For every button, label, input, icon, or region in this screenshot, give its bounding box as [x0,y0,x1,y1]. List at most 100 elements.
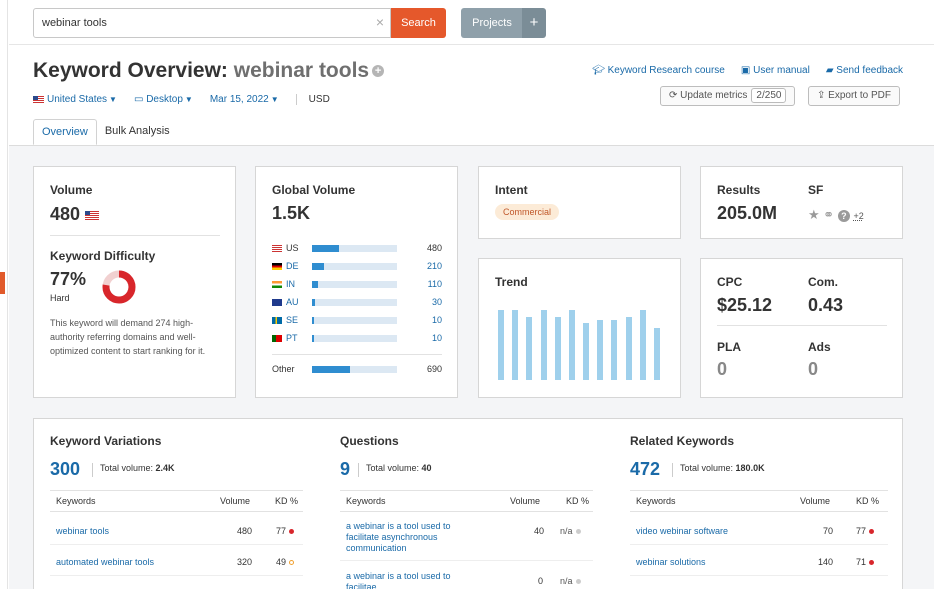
keyword-variations-section: Keyword Variations 300 Total volume: 2.4… [50,419,310,589]
date-selector[interactable]: Mar 15, 2022 ▼ [209,94,279,105]
com-label: Com. [808,275,838,289]
search-button[interactable]: Search [391,8,446,38]
country-volume[interactable]: 110 [427,279,442,289]
country-volume[interactable]: 10 [431,315,442,325]
trend-bar [639,310,646,380]
variations-total: Total volume: 2.4K [92,463,175,477]
country-volume[interactable]: 210 [426,261,442,271]
keyword-link[interactable]: automated webinar tools [56,557,155,567]
cpc-value: $25.12 [717,295,773,315]
kd-dot-icon [289,560,295,566]
device-selector[interactable]: ▭ Desktop ▼ [133,94,193,105]
sf-icons: ★ ⚭ ? +2 [808,207,864,223]
trend-bar [583,322,589,380]
questions-header: Keywords Volume KD % [340,490,593,512]
volume-label: Volume [50,183,93,197]
desktop-icon: ▭ [133,94,147,105]
question-icon: ? [837,210,850,222]
export-icon: ⇪ [817,90,829,101]
country-row-in: IN 110 [272,278,442,290]
pla-label: PLA [717,340,741,354]
country-code[interactable]: AU [286,297,299,307]
country-row-pt: PT 10 [272,332,442,344]
us-flag-icon [272,244,282,252]
country-volume[interactable]: 10 [431,333,442,343]
related-keywords-section: Related Keywords 472 Total volume: 180.0… [630,419,890,589]
kd-value: 77% [50,269,87,289]
trend-bar [611,319,618,380]
update-metrics-button[interactable]: ⟳ Update metrics 2/250 [660,86,796,106]
country-row-se: SE 10 [272,314,442,326]
au-flag-icon [272,298,282,306]
related-header: Keywords Volume KD % [630,490,888,512]
pt-flag-icon [272,334,282,342]
volume-value: 320 [237,557,253,567]
refresh-icon: ⟳ [669,90,681,101]
pla-value: 0 [717,359,728,379]
clear-icon[interactable]: × [375,14,384,30]
add-keyword-icon[interactable]: + [372,65,385,78]
country-code[interactable]: PT [286,333,298,343]
country-selector[interactable]: United States ▼ [33,94,117,105]
country-code[interactable]: SE [286,315,299,325]
variations-count[interactable]: 300 [50,459,81,479]
intent-card: Intent Commercial [478,166,681,239]
trend-bar [498,310,504,380]
ads-label: Ads [808,340,831,354]
questions-count[interactable]: 9 [340,459,351,479]
table-row: video webinar software 70 77 [630,515,888,545]
country-row-other: Other 690 [272,363,442,375]
volume-value: 480 [50,204,102,225]
left-sidebar-strip [0,0,8,589]
col-keywords: Keywords [346,496,386,506]
book-icon: ▣ [740,65,754,76]
tab-bulk-analysis[interactable]: Bulk Analysis [104,125,170,137]
sf-more[interactable]: +2 [853,211,864,221]
country-volume[interactable]: 30 [431,297,442,307]
update-counter: 2/250 [751,88,787,103]
tab-overview[interactable]: Overview [33,119,97,145]
trend-bar [526,317,533,380]
country-bar [312,298,397,306]
variations-title[interactable]: Keyword Variations [50,434,162,448]
kd-dot-icon [575,529,581,535]
projects-button[interactable]: Projects [461,8,523,38]
country-code[interactable]: DE [286,261,299,271]
trend-bar [597,319,604,380]
country-bar [312,280,397,288]
col-volume: Volume [220,496,251,506]
keyword-link[interactable]: webinar tools [56,526,110,536]
country-bar [312,334,397,342]
link-icon: ⚭ [823,207,835,222]
country-code[interactable]: IN [286,279,295,289]
search-box[interactable]: × [33,8,391,38]
volume-value: 0 [538,576,544,586]
questions-title[interactable]: Questions [340,434,399,448]
divider [50,235,220,236]
export-pdf-button[interactable]: ⇪ Export to PDF [808,86,900,106]
global-volume-label: Global Volume [272,183,356,197]
related-count[interactable]: 472 [630,459,661,479]
keyword-link[interactable]: video webinar software [636,526,729,536]
search-input[interactable] [34,9,364,37]
trend-bar [568,310,575,380]
user-manual-link[interactable]: ▣ User manual [740,65,810,76]
volume-value: 480 [237,526,253,536]
keyword-research-course-link[interactable]: 🎓︎ Keyword Research course [592,65,725,76]
country-bar-fill [312,298,315,306]
send-feedback-link[interactable]: ▰ Send feedback [825,65,903,76]
add-project-button[interactable]: + [522,8,546,38]
related-title[interactable]: Related Keywords [630,434,735,448]
keyword-link[interactable]: a webinar is a tool used to facilitae [346,571,451,589]
questions-section: Questions 9 Total volume: 40 Keywords Vo… [340,419,600,589]
ads-value: 0 [808,359,819,379]
divider [717,325,887,326]
trend-bar [653,327,660,380]
questions-total: Total volume: 40 [358,463,432,477]
country-code: US [286,243,299,253]
keyword-link[interactable]: a webinar is a tool used to facilitate a… [346,521,451,553]
keyword-link[interactable]: webinar solutions [636,557,706,567]
intent-badge: Commercial [495,204,560,220]
country-bar-fill [312,262,324,270]
related-total: Total volume: 180.0K [672,463,765,477]
